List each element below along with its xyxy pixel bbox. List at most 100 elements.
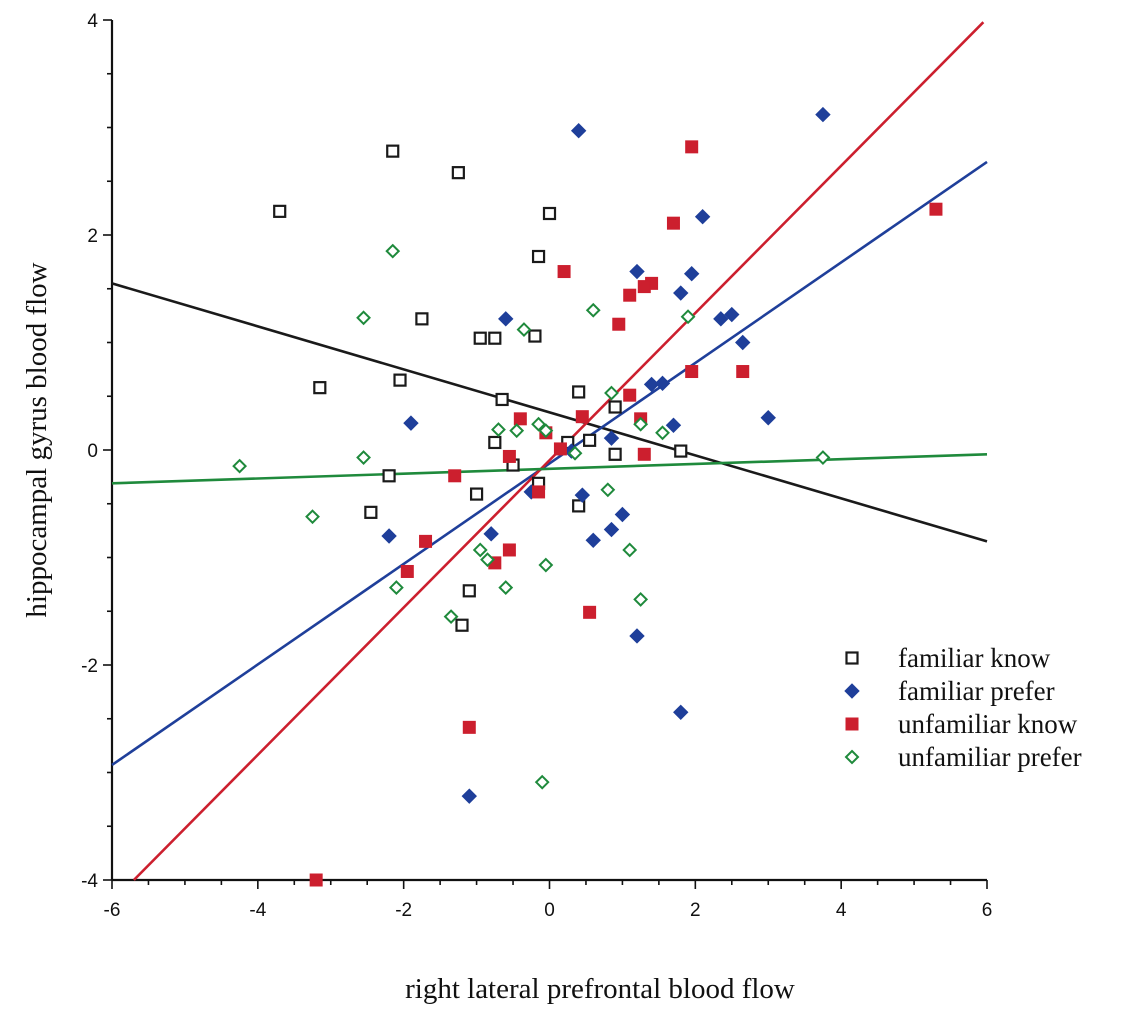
- legend-label: familiar prefer: [898, 676, 1055, 706]
- data-point: [575, 410, 589, 424]
- axes: -6 -4 -2 0 2 4 6 -4 -2 0 2 4: [81, 11, 992, 921]
- data-point: [480, 552, 495, 568]
- legend-marker: [845, 651, 859, 665]
- data-point: [498, 311, 514, 327]
- data-point: [604, 385, 619, 401]
- x-tick-label: 4: [836, 900, 847, 921]
- legend-label: unfamiliar know: [898, 709, 1078, 739]
- x-axis-title: right lateral prefrontal blood flow: [405, 973, 795, 1005]
- x-tick-label: -2: [395, 900, 412, 921]
- data-point: [488, 435, 502, 450]
- data-point: [382, 469, 396, 483]
- data-point: [232, 458, 248, 474]
- series-points: [232, 243, 831, 790]
- data-point: [495, 392, 509, 407]
- data-point: [542, 206, 557, 221]
- data-points: [232, 106, 943, 887]
- data-point: [498, 580, 514, 596]
- data-point: [608, 400, 622, 414]
- data-point: [305, 509, 320, 525]
- data-point: [509, 423, 525, 439]
- data-point: [583, 605, 597, 619]
- y-tick-label: 2: [87, 226, 98, 247]
- legend-marker: [844, 683, 860, 699]
- legend-label: unfamiliar prefer: [898, 742, 1082, 772]
- y-tick-label: 4: [87, 11, 98, 32]
- data-point: [531, 249, 546, 264]
- data-point: [724, 306, 740, 323]
- data-point: [356, 310, 371, 326]
- data-point: [381, 528, 397, 544]
- data-point: [491, 422, 506, 437]
- data-point: [614, 506, 631, 523]
- data-point: [603, 521, 620, 538]
- data-point: [538, 423, 554, 439]
- data-point: [386, 144, 400, 158]
- data-point: [680, 309, 696, 325]
- data-point: [532, 485, 546, 499]
- data-point: [815, 450, 831, 465]
- data-point: [603, 430, 620, 446]
- data-point: [502, 449, 516, 463]
- data-point: [462, 720, 476, 734]
- data-point: [622, 542, 638, 558]
- data-point: [685, 365, 699, 379]
- legend-marker: [844, 749, 860, 765]
- data-point: [309, 873, 323, 887]
- y-axis-title: hippocampal gyrus blood flow: [21, 262, 53, 617]
- data-point: [694, 209, 711, 225]
- data-point: [488, 331, 502, 345]
- data-point: [415, 312, 429, 326]
- data-point: [472, 542, 488, 558]
- data-point: [637, 280, 651, 294]
- fit-line: [111, 453, 988, 485]
- data-point: [655, 425, 670, 441]
- series-points: [381, 106, 831, 804]
- data-point: [388, 580, 404, 596]
- data-point: [585, 302, 601, 318]
- data-point: [400, 564, 414, 578]
- data-point: [633, 592, 649, 607]
- data-point: [760, 410, 776, 426]
- y-tick-label: -2: [81, 656, 98, 677]
- data-point: [608, 447, 622, 461]
- data-point: [313, 381, 327, 395]
- data-point: [455, 618, 469, 632]
- data-point: [567, 445, 583, 461]
- data-point: [736, 365, 750, 379]
- data-point: [570, 123, 587, 139]
- data-point: [685, 140, 699, 154]
- data-point: [462, 584, 476, 598]
- data-point: [673, 704, 689, 721]
- data-point: [654, 375, 671, 392]
- data-point: [528, 329, 542, 343]
- data-point: [623, 388, 637, 402]
- x-tick-label: -4: [249, 900, 266, 921]
- x-tick-label: -6: [104, 900, 121, 921]
- data-point: [385, 243, 401, 259]
- legend-marker: [845, 717, 859, 731]
- data-point: [393, 373, 407, 387]
- series-points: [309, 140, 943, 887]
- data-point: [673, 285, 689, 301]
- data-point: [637, 447, 651, 461]
- y-tick-label: 0: [87, 441, 98, 462]
- series-points: [273, 144, 688, 632]
- data-point: [538, 557, 554, 573]
- y-tick-label: -4: [81, 871, 98, 892]
- data-point: [665, 417, 682, 433]
- data-point: [572, 385, 586, 399]
- fit-line: [111, 282, 988, 543]
- data-point: [403, 415, 419, 431]
- data-point: [553, 442, 567, 456]
- data-point: [364, 505, 378, 519]
- fit-line: [111, 160, 988, 767]
- data-point: [451, 166, 465, 180]
- data-point: [273, 204, 287, 218]
- data-point: [513, 412, 527, 426]
- data-point: [713, 311, 729, 327]
- data-point: [683, 265, 700, 282]
- fit-lines: [111, 21, 988, 881]
